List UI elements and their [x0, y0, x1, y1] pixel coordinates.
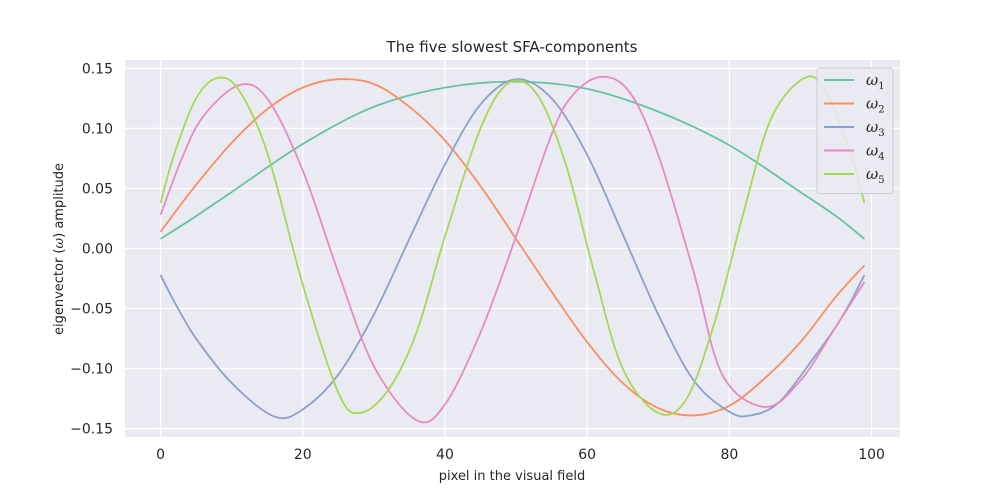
series-line-omega-1	[160, 80, 866, 240]
x-tick-label: 60	[578, 447, 596, 463]
y-tick-label: 0.00	[82, 242, 113, 258]
y-tick-label: 0.10	[82, 121, 113, 137]
y-axis-label-part-3: ) amplitude	[52, 163, 67, 238]
x-tick-label: 100	[858, 447, 885, 463]
series-layer	[159, 75, 866, 424]
series-line-omega-4	[159, 75, 866, 424]
legend-label-subscript: 2	[878, 105, 884, 116]
y-tick-label: −0.15	[70, 422, 113, 438]
y-axis-label-omega: ω	[52, 237, 67, 248]
y-axis-label: eigenvector (ω) amplitude	[52, 163, 67, 335]
legend-label-subscript: 5	[878, 175, 884, 186]
y-tick-label: 0.05	[82, 181, 113, 197]
x-tick-label: 20	[294, 447, 312, 463]
legend-label-subscript: 4	[878, 152, 884, 163]
x-tick-label: 40	[436, 447, 454, 463]
x-tick-labels: 0 20 40 60 80 100	[156, 447, 885, 463]
legend-label-subscript: 3	[878, 128, 884, 139]
y-tick-labels: −0.15 −0.10 −0.05 0.00 0.05 0.10 0.15	[70, 61, 113, 437]
legend-box	[816, 67, 894, 194]
y-tick-label: −0.05	[70, 302, 113, 318]
y-tick-label: −0.10	[70, 362, 113, 378]
chart-title: The five slowest SFA-components	[386, 38, 638, 56]
y-tick-label: 0.15	[82, 61, 113, 77]
series-line-omega-5	[159, 75, 866, 416]
x-axis-label: pixel in the visual field	[439, 469, 585, 484]
y-axis-label-part-1: eigenvector (	[52, 248, 67, 335]
x-tick-label: 80	[720, 447, 738, 463]
legend-label-subscript: 1	[878, 81, 884, 92]
x-tick-label: 0	[156, 447, 165, 463]
